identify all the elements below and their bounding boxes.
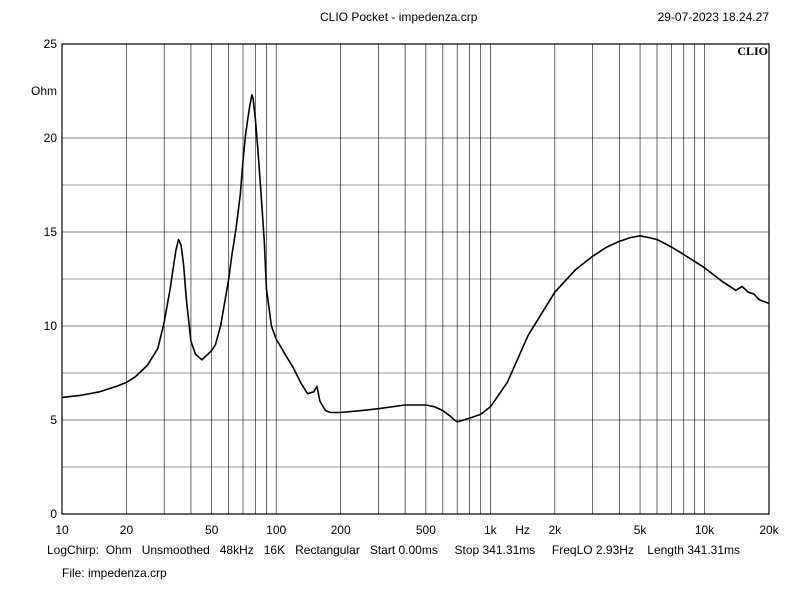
timestamp: 29-07-2023 18.24.27 <box>657 10 769 24</box>
x-tick-label: 200 <box>331 523 351 537</box>
x-tick-label: 1k <box>484 523 498 537</box>
y-tick-labels: 0 5 10 15 20 25 <box>44 37 58 521</box>
x-tick-label: 100 <box>266 523 286 537</box>
chart-title: CLIO Pocket - impedenza.crp <box>320 10 478 24</box>
x-axis-label: Hz <box>515 523 530 537</box>
y-tick-label: 5 <box>50 413 57 427</box>
x-tick-label: 50 <box>205 523 219 537</box>
y-tick-label: 25 <box>44 37 58 51</box>
y-axis-label: Ohm <box>31 84 57 98</box>
clio-logo: CLIO <box>737 44 768 58</box>
impedance-curve <box>61 94 770 423</box>
x-tick-label: 20 <box>120 523 134 537</box>
grid-minor <box>62 184 769 468</box>
y-tick-label: 0 <box>50 507 57 521</box>
plot-frame <box>61 43 770 515</box>
x-tick-label: 2k <box>548 523 562 537</box>
x-tick-label: 500 <box>416 523 436 537</box>
x-tick-labels: 10 20 50 100 200 500 1k 2k 5k 10k 20k <box>55 523 779 537</box>
x-tick-label: 20k <box>759 523 779 537</box>
y-tick-label: 15 <box>44 225 58 239</box>
x-tick-label: 10 <box>55 523 69 537</box>
y-tick-label: 10 <box>44 319 58 333</box>
series-group <box>61 94 770 423</box>
x-tick-label: 10k <box>695 523 715 537</box>
file-name: File: impedenza.crp <box>62 566 167 580</box>
measurement-params: LogChirp: Ohm Unsmoothed 48kHz 16K Recta… <box>47 543 741 557</box>
x-tick-label: 5k <box>634 523 648 537</box>
y-tick-label: 20 <box>44 131 58 145</box>
